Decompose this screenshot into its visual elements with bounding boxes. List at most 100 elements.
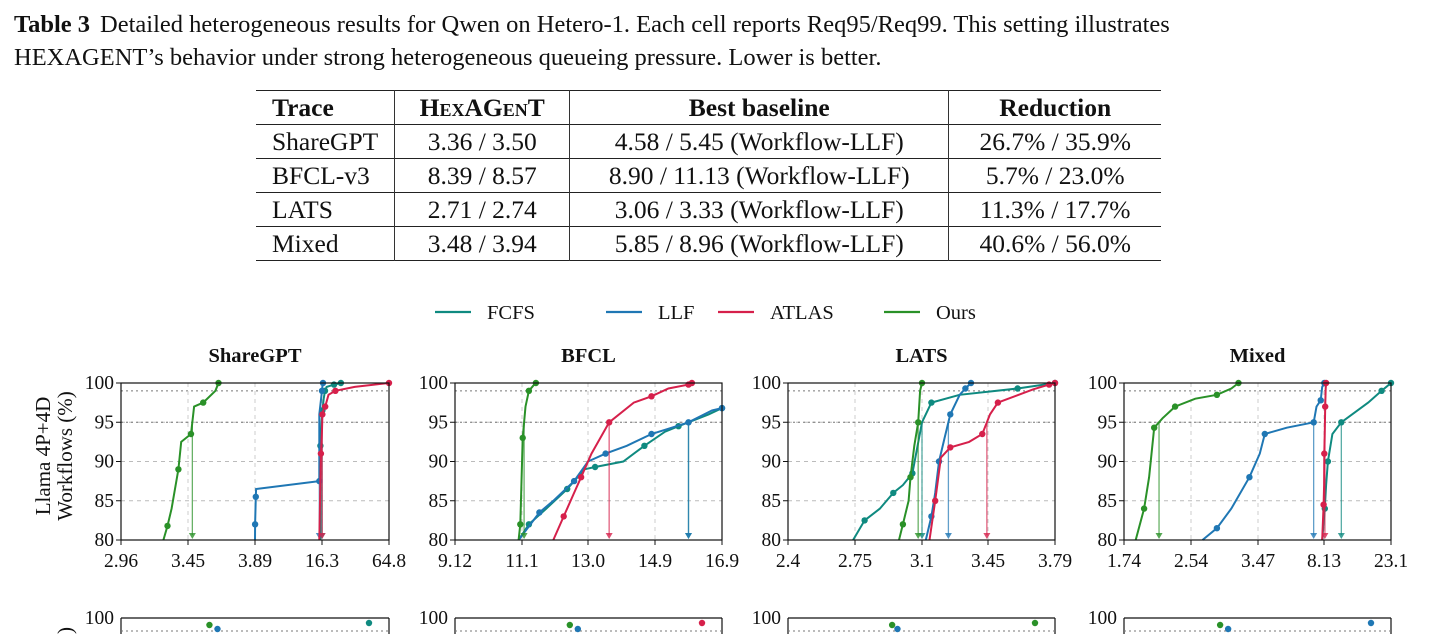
legend-item-ours: Ours [884, 302, 976, 324]
legend-label: LLF [658, 302, 694, 324]
cell-trace: BFCL-v3 [256, 158, 396, 193]
data-point [1324, 458, 1332, 465]
data-point [164, 522, 171, 530]
data-point [1216, 621, 1224, 629]
data-point [947, 411, 954, 418]
y-tick-label: 100 [752, 608, 781, 629]
x-tick-label: 14.9 [638, 551, 672, 572]
x-tick-label: 3.47 [1241, 551, 1275, 572]
data-point [890, 489, 897, 497]
cell-baseline: 4.58 / 5.45 (Workflow-LLF) [569, 124, 950, 159]
x-tick-label: 16.3 [305, 551, 339, 572]
data-point [907, 474, 914, 481]
data-point [1367, 619, 1375, 627]
panel-row2-4: 100 [1088, 608, 1392, 634]
y-tick-label: 100 [85, 373, 114, 394]
cell-reduction: 26.7% / 35.9% [948, 124, 1162, 159]
data-point [1213, 525, 1221, 532]
data-point [648, 430, 655, 438]
legend-item-atlas: ATLAS [718, 302, 834, 324]
panel-bfcl: BFCL 80 85 90 95 100 9.12 11.1 13.0 14.9 16.9 [419, 345, 739, 572]
y-tick-label: 80 [95, 530, 115, 551]
data-point [1140, 505, 1148, 512]
y-tick-label: 80 [762, 530, 782, 551]
x-tick-label: 16.9 [705, 551, 739, 572]
x-tick-label: 2.75 [838, 551, 872, 572]
x-tick-label: 11.1 [505, 551, 538, 572]
y-tick-label: 85 [1098, 491, 1118, 512]
y-tick-label: 80 [429, 530, 449, 551]
table-row: BFCL-v3 8.39 / 8.57 8.90 / 11.13 (Workfl… [256, 158, 1162, 193]
y-tick-label: 80 [1098, 530, 1118, 551]
y-tick-label: 100 [419, 608, 448, 629]
cell-trace: Mixed [256, 226, 396, 261]
panel-row2-2: 100 [419, 608, 723, 634]
data-point [318, 387, 326, 394]
y-tick-label: 100 [85, 608, 114, 629]
p95-arrow-head [983, 533, 991, 539]
series-line-ours [162, 382, 220, 541]
data-point [519, 434, 526, 442]
y-tick-label: 95 [429, 412, 449, 433]
data-point [1224, 625, 1232, 633]
data-point [317, 450, 325, 457]
legend-label: Ours [936, 302, 976, 324]
data-point [947, 444, 954, 451]
y-tick-label: 90 [762, 452, 782, 473]
table-row: Mixed 3.48 / 3.94 5.85 / 8.96 (Workflow-… [256, 226, 1162, 261]
x-tick-label: 3.1 [910, 551, 934, 572]
x-tick-label: 9.12 [438, 551, 472, 572]
y-axis-label-line1: Llama 4P+4D [31, 397, 55, 516]
data-point [1246, 474, 1253, 481]
data-point [574, 625, 582, 633]
data-point [332, 387, 339, 394]
panel-sharegpt: ShareGPT 80 85 90 95 100 2.96 3.45 3.89 16.3 64.8 [85, 345, 406, 572]
header-best-baseline: Best baseline [569, 90, 950, 125]
p95-arrow-head [685, 533, 692, 539]
data-point [1261, 430, 1269, 438]
table-header-row: Trace HexAGenT Best baseline Reduction [256, 90, 1162, 125]
y-tick-label: 100 [752, 373, 781, 394]
cell-baseline: 5.85 / 8.96 (Workflow-LLF) [569, 226, 950, 261]
y-axis-label-line2: Workflows (%) [53, 391, 77, 521]
legend-item-llf: LLF [606, 302, 694, 324]
y-tick-label: 100 [419, 373, 448, 394]
cell-baseline: 3.06 / 3.33 (Workflow-LLF) [569, 192, 950, 227]
x-tick-label: 13.0 [571, 551, 605, 572]
data-point [962, 385, 969, 392]
cell-reduction: 5.7% / 23.0% [948, 158, 1162, 193]
data-point [602, 450, 609, 457]
data-point [979, 430, 986, 438]
cell-hexagent: 3.48 / 3.94 [394, 226, 571, 261]
data-point [994, 399, 1002, 406]
data-point [1045, 381, 1053, 388]
data-point [1317, 397, 1324, 404]
x-tick-label: 3.89 [238, 551, 272, 572]
data-point [536, 509, 543, 516]
y-tick-label: 90 [1098, 452, 1118, 473]
x-tick-label: 1.74 [1107, 551, 1141, 572]
table-row: LATS 2.71 / 2.74 3.06 / 3.33 (Workflow-L… [256, 192, 1162, 227]
x-tick-label: 2.96 [104, 551, 138, 572]
data-point [570, 477, 578, 485]
header-reduction: Reduction [948, 90, 1162, 125]
p95-arrow-head [188, 533, 196, 539]
panel-title: BFCL [561, 345, 616, 367]
panel-mixed: Mixed 80 85 90 95 100 1.74 2.54 3.47 8.13 23.1 [1088, 345, 1408, 572]
data-point [932, 497, 939, 504]
panel-title: ShareGPT [208, 345, 301, 367]
data-point [1031, 619, 1039, 627]
panel-row2-1: 100 [85, 608, 390, 634]
data-point [894, 625, 901, 633]
data-point [577, 474, 585, 481]
table-caption: Table 3 Detailed heterogeneous results fo… [14, 8, 1429, 74]
cell-baseline: 8.90 / 11.13 (Workflow-LLF) [569, 158, 950, 193]
panel-title: Mixed [1230, 345, 1286, 367]
header-hexagent: HexAGenT [394, 90, 571, 125]
data-point [641, 442, 648, 449]
p95-arrow-head [1337, 533, 1345, 539]
series-line-ours [1134, 382, 1240, 541]
y-tick-label: 95 [762, 412, 782, 433]
legend-label: FCFS [487, 302, 535, 324]
